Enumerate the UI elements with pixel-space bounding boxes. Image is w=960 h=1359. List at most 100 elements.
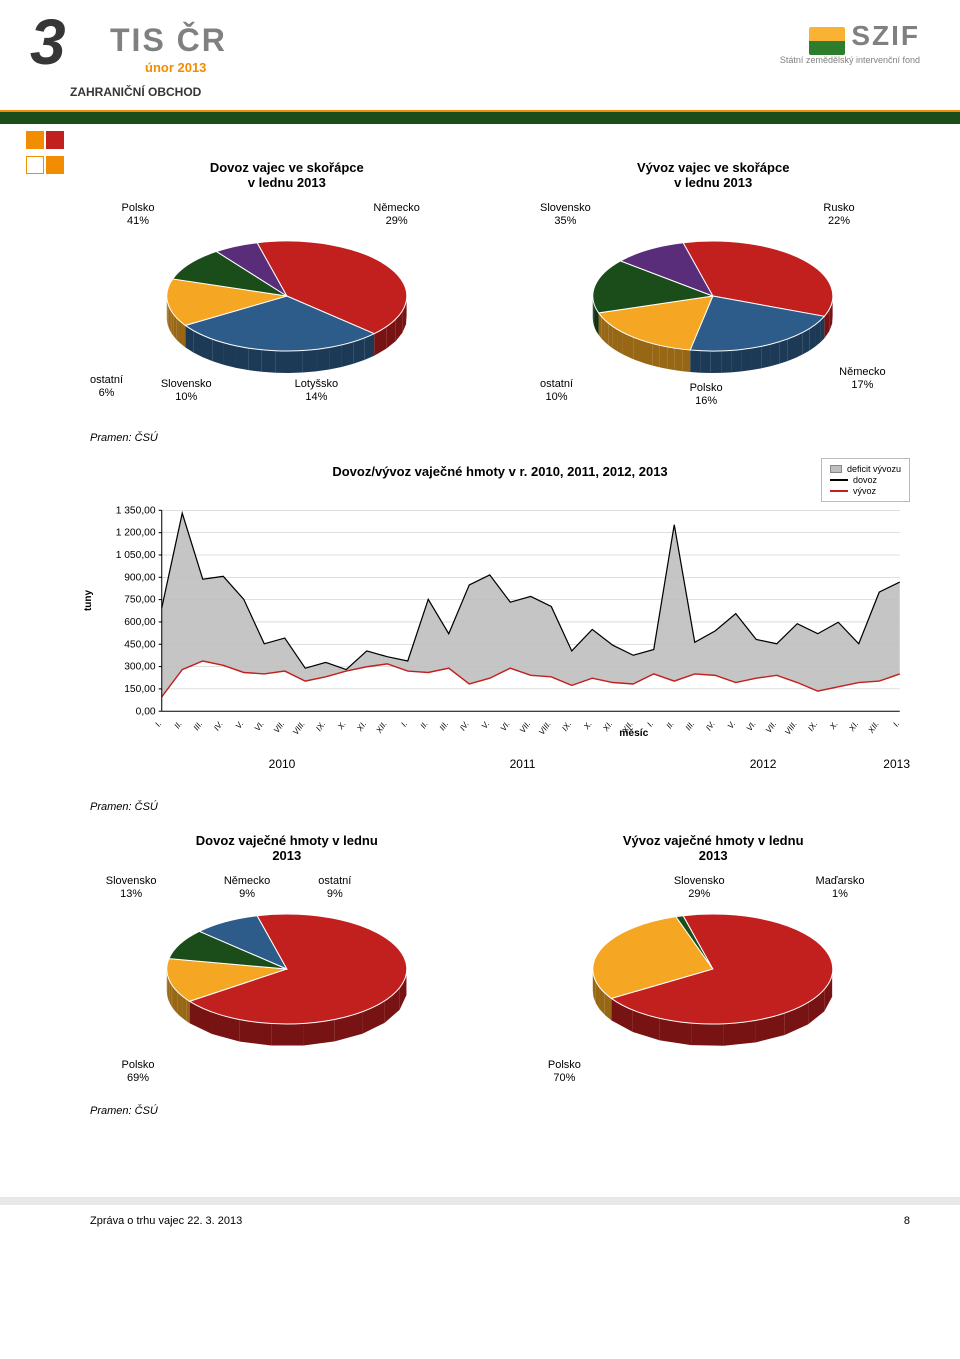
svg-text:VII.: VII.: [518, 720, 532, 735]
section-label: ZAHRANIČNÍ OBCHOD: [70, 85, 201, 99]
pie-slice-label: ostatní6%: [90, 374, 123, 400]
svg-text:I.: I.: [891, 720, 901, 729]
svg-text:X.: X.: [581, 720, 593, 732]
pie-3d: Slovensko13%Německo9%ostatní9%Polsko69%: [90, 875, 484, 1075]
pie-slice-label: Německo29%: [373, 202, 419, 228]
year-label: 2012: [643, 757, 884, 771]
line-chart: tuny 0,00150,00300,00450,00600,00750,009…: [90, 485, 910, 755]
pie-slice-label: Lotyšsko14%: [295, 378, 338, 404]
year-label: 2010: [162, 757, 403, 771]
chart-title: Dovoz vaječné hmoty v lednu2013: [90, 833, 484, 863]
legend-item: dovoz: [830, 475, 901, 485]
tis-logo: TIS ČR: [110, 22, 227, 59]
pie-chart-dovoz-vajec: Dovoz vajec ve skořápcev lednu 2013 Pols…: [90, 160, 484, 402]
svg-text:X.: X.: [827, 720, 839, 732]
svg-text:I.: I.: [399, 720, 409, 729]
source-label: Pramen: ČSÚ: [90, 1105, 910, 1117]
svg-text:IV.: IV.: [458, 720, 471, 733]
svg-text:XI.: XI.: [847, 720, 861, 734]
pie-chart-vyvoz-hmoty: Vývoz vaječné hmoty v lednu2013 Slovensk…: [516, 833, 910, 1075]
year-labels: 2010201120122013: [90, 757, 910, 771]
year-label: 2011: [402, 757, 643, 771]
chart-title: Vývoz vaječné hmoty v lednu2013: [516, 833, 910, 863]
pie-slice-label: ostatní10%: [540, 378, 573, 404]
chart-title: Dovoz vajec ve skořápcev lednu 2013: [90, 160, 484, 190]
svg-text:1 200,00: 1 200,00: [116, 528, 156, 539]
footer-left: Zpráva o trhu vajec 22. 3. 2013: [90, 1215, 242, 1227]
svg-text:V.: V.: [234, 720, 245, 731]
svg-text:VIII.: VIII.: [783, 720, 799, 737]
pie-slice-label: Polsko16%: [690, 382, 723, 408]
svg-text:IX.: IX.: [560, 720, 573, 733]
page-header: 3 TIS ČR únor 2013 ZAHRANIČNÍ OBCHOD SZI…: [0, 0, 960, 140]
svg-text:XI.: XI.: [355, 720, 369, 734]
chart-title: Vývoz vajec ve skořápcev lednu 2013: [516, 160, 910, 190]
szif-logo: SZIF Státní zemědělský intervenční fond: [780, 20, 920, 65]
svg-text:1 350,00: 1 350,00: [116, 505, 156, 516]
svg-text:XII.: XII.: [866, 720, 881, 736]
page-footer: Zpráva o trhu vajec 22. 3. 2013 8: [0, 1197, 960, 1247]
svg-text:1 050,00: 1 050,00: [116, 550, 156, 561]
pie-chart-dovoz-hmoty: Dovoz vaječné hmoty v lednu2013 Slovensk…: [90, 833, 484, 1075]
pie-slice-label: Polsko70%: [548, 1059, 581, 1085]
svg-text:VI.: VI.: [745, 720, 758, 733]
source-label: Pramen: ČSÚ: [90, 801, 910, 813]
svg-text:XII.: XII.: [374, 720, 389, 736]
pie-slice-label: Rusko22%: [823, 202, 854, 228]
pie-chart-vyvoz-vajec: Vývoz vajec ve skořápcev lednu 2013 Slov…: [516, 160, 910, 402]
pie-3d: Slovensko29%Maďarsko1%Polsko70%: [516, 875, 910, 1075]
svg-text:VIII.: VIII.: [291, 720, 307, 737]
svg-text:600,00: 600,00: [124, 617, 156, 628]
svg-text:300,00: 300,00: [124, 662, 156, 673]
side-decoration: [25, 130, 65, 180]
svg-text:XI.: XI.: [601, 720, 615, 734]
svg-text:III.: III.: [684, 720, 697, 733]
header-stripe: [0, 110, 960, 124]
szif-icon: [809, 27, 845, 55]
pie-row-2: Dovoz vaječné hmoty v lednu2013 Slovensk…: [90, 833, 910, 1075]
pie-slice-label: Polsko41%: [121, 202, 154, 228]
pie-slice-label: Slovensko29%: [674, 875, 725, 901]
svg-text:III.: III.: [438, 720, 451, 733]
svg-text:IX.: IX.: [314, 720, 327, 733]
svg-text:VI.: VI.: [499, 720, 512, 733]
svg-text:X.: X.: [335, 720, 347, 732]
svg-text:VIII.: VIII.: [537, 720, 553, 737]
svg-text:150,00: 150,00: [124, 684, 156, 695]
svg-text:V.: V.: [726, 720, 737, 731]
svg-text:V.: V.: [480, 720, 491, 731]
svg-text:II.: II.: [173, 720, 184, 731]
issue-date: únor 2013: [145, 60, 206, 75]
svg-text:II.: II.: [419, 720, 430, 731]
pie-row-1: Dovoz vajec ve skořápcev lednu 2013 Pols…: [90, 160, 910, 402]
y-axis-label: tuny: [83, 590, 94, 611]
line-chart-wrap: Dovoz/vývoz vaječné hmoty v r. 2010, 201…: [90, 464, 910, 771]
svg-text:900,00: 900,00: [124, 572, 156, 583]
svg-text:0,00: 0,00: [136, 706, 156, 717]
svg-text:VI.: VI.: [253, 720, 266, 733]
svg-text:IV.: IV.: [212, 720, 225, 733]
chart-title: Dovoz/vývoz vaječné hmoty v r. 2010, 201…: [90, 464, 910, 479]
legend-item: deficit vývozu: [830, 464, 901, 474]
svg-text:III.: III.: [192, 720, 205, 733]
source-label: Pramen: ČSÚ: [90, 432, 910, 444]
pie-slice-label: Slovensko13%: [106, 875, 157, 901]
pie-slice-label: Slovensko10%: [161, 378, 212, 404]
svg-text:VII.: VII.: [764, 720, 778, 735]
page-number: 8: [904, 1215, 910, 1227]
issue-number: 3: [30, 5, 66, 79]
pie-slice-label: Slovensko35%: [540, 202, 591, 228]
pie-slice-label: Německo17%: [839, 366, 885, 392]
svg-text:IV.: IV.: [704, 720, 717, 733]
svg-text:VII.: VII.: [272, 720, 286, 735]
pie-slice-label: Polsko69%: [121, 1059, 154, 1085]
pie-3d: Polsko41% Německo29% Lotyšsko14% Slovensko1…: [90, 202, 484, 402]
pie-slice-label: Maďarsko1%: [816, 875, 865, 901]
svg-text:I.: I.: [153, 720, 163, 729]
pie-3d: Slovensko35%Rusko22%Německo17%Polsko16%o…: [516, 202, 910, 402]
pie-slice-label: Německo9%: [224, 875, 270, 901]
year-label: 2013: [883, 757, 910, 771]
svg-text:IX.: IX.: [806, 720, 819, 733]
svg-text:450,00: 450,00: [124, 639, 156, 650]
pie-slice-label: ostatní9%: [318, 875, 351, 901]
